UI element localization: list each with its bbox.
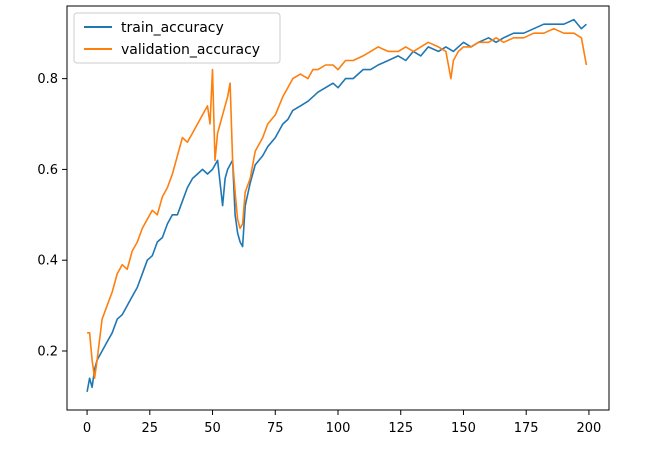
series-line-train-accuracy xyxy=(86,18,587,392)
x-tick-label: 50 xyxy=(204,421,221,436)
x-axis: 0 25 50 75 100 125 150 175 200 xyxy=(83,410,601,436)
x-tick-label: 100 xyxy=(326,421,351,436)
series-line-validation-accuracy xyxy=(87,27,588,380)
legend-label-train: train_accuracy xyxy=(121,20,224,36)
plot-area xyxy=(67,6,609,410)
y-axis: 0.2 0.4 0.6 0.8 xyxy=(37,72,67,359)
x-tick-label: 25 xyxy=(142,421,159,436)
x-tick-label: 150 xyxy=(451,421,476,436)
series-layer xyxy=(86,18,588,392)
legend-box xyxy=(73,12,281,64)
y-tick-label: 0.4 xyxy=(37,254,58,269)
y-tick-label: 0.2 xyxy=(37,344,58,359)
y-tick-label: 0.6 xyxy=(37,163,58,178)
x-tick-label: 125 xyxy=(388,421,413,436)
legend-label-validation: validation_accuracy xyxy=(121,42,260,58)
x-tick-label: 175 xyxy=(514,421,539,436)
x-tick-label: 200 xyxy=(577,421,602,436)
x-tick-label: 75 xyxy=(267,421,284,436)
y-tick-label: 0.8 xyxy=(37,72,58,87)
x-tick-label: 0 xyxy=(83,421,91,436)
legend: train_accuracy validation_accuracy xyxy=(73,12,281,64)
